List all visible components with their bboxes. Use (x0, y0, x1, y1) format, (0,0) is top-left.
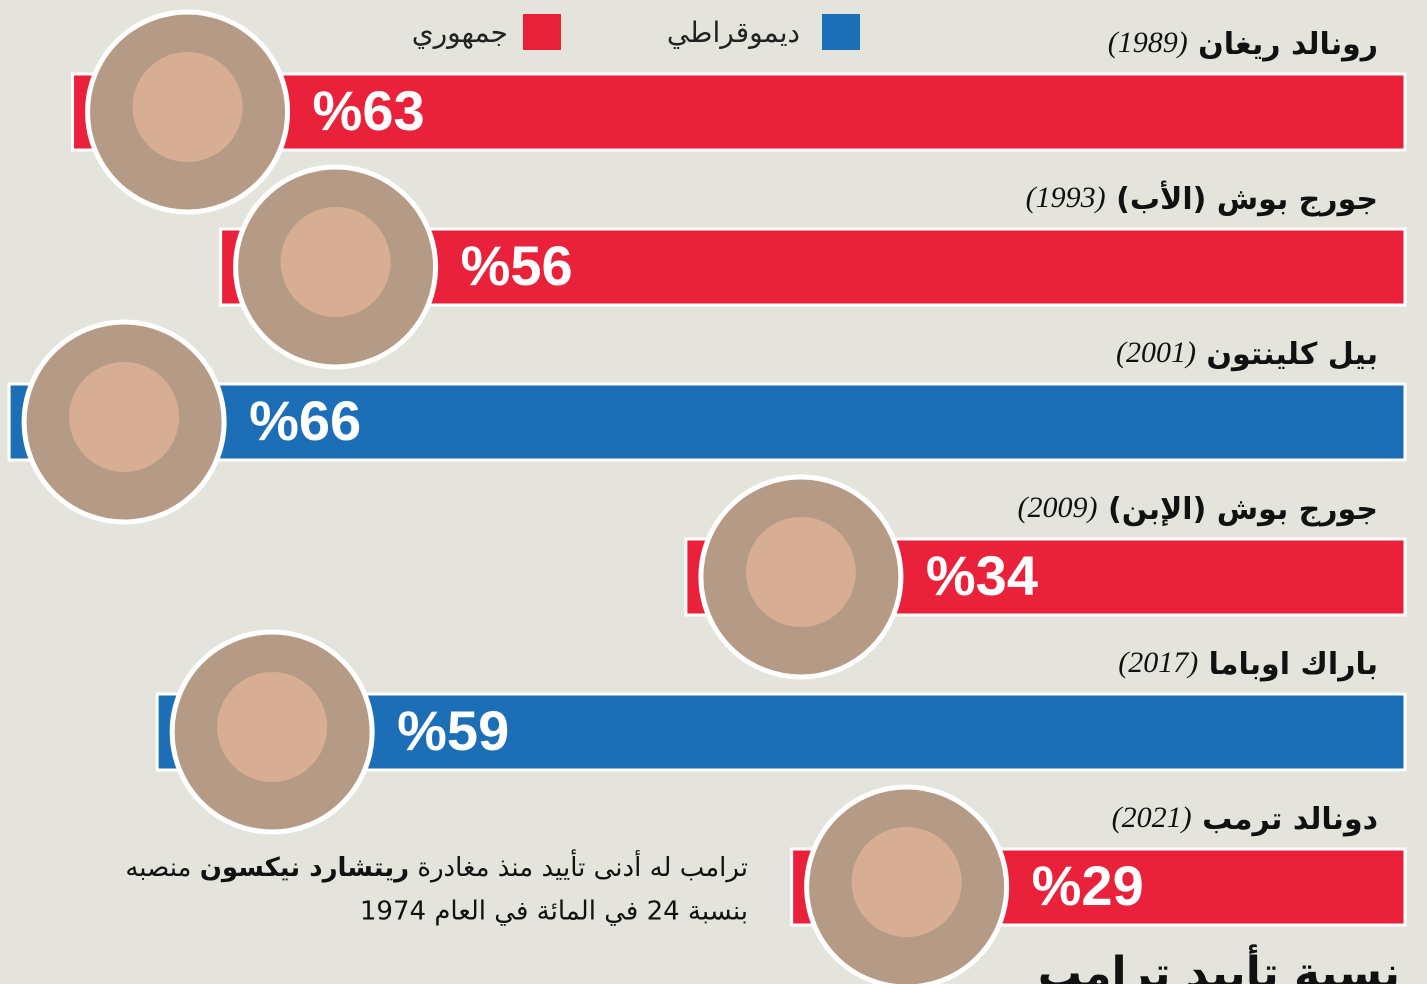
portrait-face (217, 672, 327, 782)
chart-title: نسبة تأييد ترامب (1038, 944, 1400, 984)
chart: نسبة تأييد ترامب ترامب له أدنى تأييد منذ… (0, 0, 1427, 984)
category-label: باراك اوباما (2017) (1118, 646, 1378, 682)
portrait-face (133, 52, 243, 162)
annotation-text: منصبه (125, 853, 191, 883)
category-name: رونالد ريغان (1198, 27, 1378, 62)
legend-label: ديموقراطي (667, 16, 800, 49)
category-name: جورج بوش (الأب) (1116, 180, 1378, 217)
category-label: دونالد ترمب (2021) (1112, 801, 1378, 837)
value-label: %29 (1032, 854, 1144, 917)
category-year: (2009) (1018, 491, 1098, 524)
category-name: باراك اوباما (1209, 647, 1378, 682)
legend-label: جمهوري (412, 16, 508, 49)
legend-swatch (822, 14, 860, 50)
annotation: بنسبة 24 في المائة في العام 1974 (360, 897, 748, 927)
value-label: %66 (249, 389, 361, 452)
annotation-text: ترامب له أدنى تأييد منذ مغادرة (417, 848, 748, 883)
category-year: (1993) (1026, 181, 1106, 214)
category-label: رونالد ريغان (1989) (1108, 26, 1378, 62)
value-label: %59 (397, 699, 509, 762)
portrait-face (746, 517, 856, 627)
category-year: (2021) (1112, 801, 1192, 834)
value-label: %63 (313, 79, 425, 142)
portrait-face (69, 362, 179, 472)
category-name: جورج بوش (الإبن) (1108, 492, 1378, 527)
value-label: %34 (926, 544, 1038, 607)
legend-swatch (523, 14, 561, 50)
category-label: بيل كلينتون (2001) (1116, 336, 1378, 372)
category-year: (2017) (1118, 646, 1198, 679)
annotation-bold: ريتشارد نيكسون (200, 853, 409, 883)
portrait-face (852, 827, 962, 937)
category-year: (1989) (1108, 26, 1188, 59)
category-year: (2001) (1116, 336, 1196, 369)
category-label: جورج بوش (الإبن) (2009) (1018, 491, 1378, 527)
category-name: بيل كلينتون (1206, 337, 1378, 372)
annotation: ترامب له أدنى تأييد منذ مغادرة ريتشارد ن… (125, 848, 748, 883)
value-label: %56 (461, 234, 573, 297)
portrait-face (281, 207, 391, 317)
category-label: جورج بوش (الأب) (1993) (1026, 180, 1378, 217)
category-name: دونالد ترمب (1202, 802, 1378, 837)
